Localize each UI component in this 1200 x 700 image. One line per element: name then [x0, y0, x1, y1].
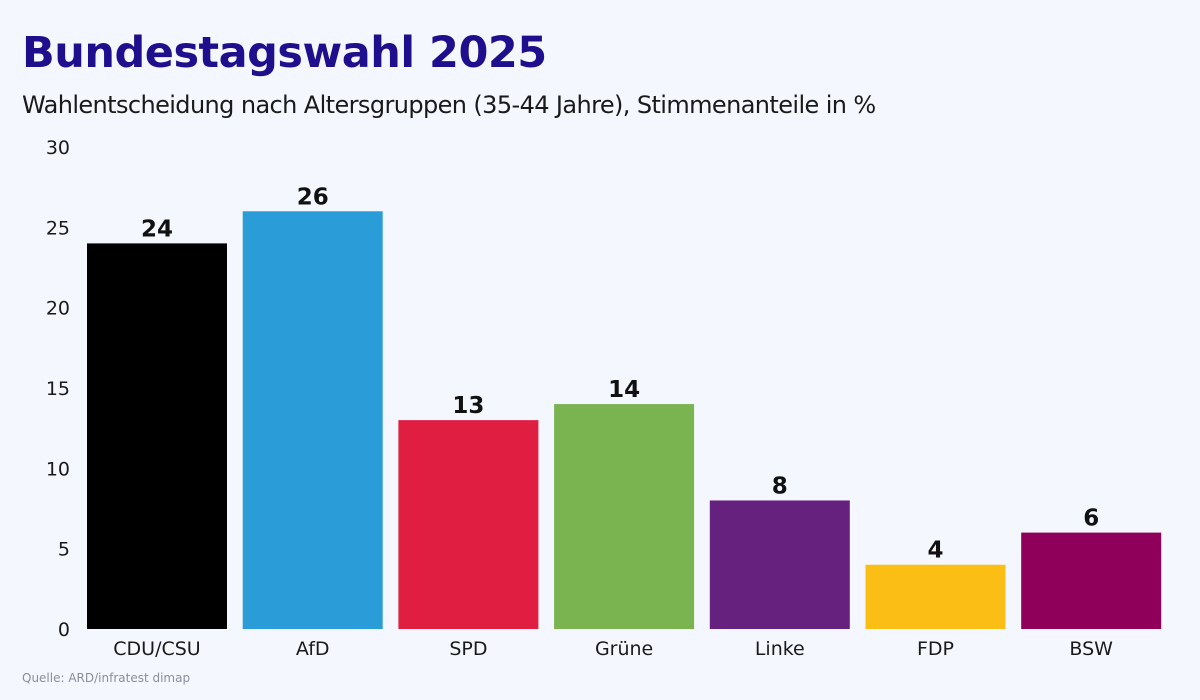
chart-title: Bundestagswahl 2025 [22, 28, 547, 78]
y-tick-label: 0 [58, 619, 70, 641]
y-tick-label: 25 [46, 217, 70, 239]
data-label: 26 [297, 184, 329, 210]
x-tick-label: SPD [449, 638, 487, 660]
y-tick-label: 5 [58, 539, 70, 561]
y-tick-label: 10 [46, 458, 70, 480]
data-label: 8 [772, 473, 788, 499]
chart-subtitle: Wahlentscheidung nach Altersgruppen (35-… [22, 91, 876, 119]
data-label: 24 [141, 216, 173, 242]
y-tick-label: 20 [46, 298, 70, 320]
y-tick-label: 15 [46, 378, 70, 400]
bar [87, 243, 227, 629]
x-tick-label: CDU/CSU [113, 638, 200, 660]
y-tick-label: 30 [46, 137, 70, 159]
source-note: Quelle: ARD/infratest dimap [22, 671, 191, 685]
x-tick-label: Linke [755, 638, 805, 660]
bar [242, 211, 383, 629]
x-tick-label: Grüne [595, 638, 653, 660]
bar [554, 404, 695, 629]
bar [865, 564, 1006, 629]
data-label: 6 [1083, 506, 1099, 532]
data-label: 4 [927, 538, 943, 564]
bar [398, 420, 539, 629]
bar [709, 500, 850, 629]
x-tick-label: AfD [296, 638, 330, 660]
data-label: 14 [608, 377, 640, 403]
bar [1021, 532, 1162, 629]
x-tick-label: FDP [917, 638, 954, 660]
data-label: 13 [452, 393, 484, 419]
x-tick-label: BSW [1069, 638, 1113, 660]
